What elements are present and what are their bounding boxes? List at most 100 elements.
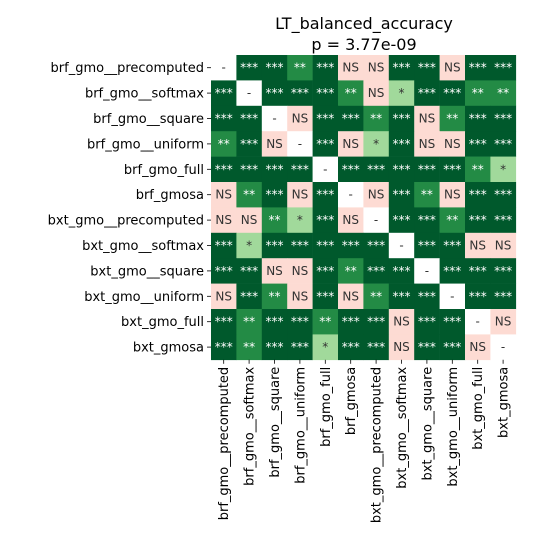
heatmap-cell-label: *** — [240, 137, 258, 151]
heatmap-cell — [236, 182, 263, 208]
heatmap-cell — [338, 309, 364, 335]
heatmap-cell — [388, 105, 415, 132]
heatmap-cell — [439, 334, 466, 361]
heatmap-cell-label: ** — [294, 61, 306, 75]
heatmap-cell — [261, 334, 288, 361]
heatmap-cell — [338, 207, 364, 234]
heatmap-cell-label: NS — [342, 289, 359, 303]
heatmap-cell — [363, 105, 390, 132]
heatmap-cell-label: *** — [443, 162, 461, 176]
heatmap-cell — [439, 258, 466, 284]
heatmap-cell — [414, 156, 440, 183]
heatmap-cell — [236, 232, 263, 259]
heatmap-cell-label: ** — [269, 289, 281, 303]
heatmap-cell-label: ** — [218, 137, 230, 151]
heatmap-cell — [236, 334, 263, 361]
row-label: brf_gmo__square — [93, 112, 204, 127]
heatmap-cell — [388, 80, 415, 107]
heatmap-cell — [312, 309, 339, 335]
heatmap-cell-label: * — [500, 162, 506, 176]
row-label: brf_gmo_full — [124, 163, 204, 178]
heatmap-cell-label: - — [298, 137, 302, 151]
heatmap-cell-label: *** — [215, 315, 233, 329]
heatmap-cell-label: *** — [469, 289, 487, 303]
heatmap-cell — [338, 105, 364, 132]
row-label: brf_gmo__uniform — [87, 137, 204, 152]
heatmap-cell-label: NS — [241, 213, 258, 227]
heatmap-cell — [211, 283, 237, 310]
heatmap-cell-label: - — [450, 289, 454, 303]
heatmap-cell — [439, 283, 466, 310]
heatmap-cells: - *** *** ** *** NS NS *** *** NS *** ****** - *** ***… — [211, 55, 517, 361]
heatmap-cell — [338, 156, 364, 183]
column-label: bxt_gmo__uniform — [446, 367, 461, 487]
row-label: brf_gmosa — [136, 188, 204, 203]
row-labels: brf_gmo__precomputed brf_gmo__softmax brf_… — [48, 61, 211, 356]
heatmap-cell — [490, 207, 517, 234]
heatmap-cell — [439, 182, 466, 208]
heatmap-cell — [211, 309, 237, 335]
heatmap-cell — [211, 334, 237, 361]
heatmap-cell-label: *** — [393, 289, 411, 303]
heatmap-cell-label: * — [297, 213, 303, 227]
heatmap-cell-label: NS — [419, 112, 436, 126]
heatmap-cell-label: *** — [367, 162, 385, 176]
heatmap-cell-label: *** — [494, 213, 512, 227]
heatmap-cell-label: *** — [469, 61, 487, 75]
column-label: brf_gmo__square — [268, 367, 283, 478]
heatmap-cell — [236, 309, 263, 335]
heatmap-cell-label: * — [373, 137, 379, 151]
row-label: bxt_gmo__precomputed — [48, 214, 204, 229]
heatmap-cell — [211, 207, 237, 234]
heatmap-cell — [236, 283, 263, 310]
heatmap-cell — [414, 232, 440, 259]
heatmap-cell-label: ** — [497, 86, 509, 100]
heatmap-cell — [287, 309, 313, 335]
heatmap-cell-label: *** — [342, 340, 360, 354]
heatmap-cell — [439, 105, 466, 132]
heatmap-cell — [211, 105, 237, 132]
heatmap-cell-label: *** — [316, 213, 334, 227]
heatmap-cell — [388, 309, 415, 335]
heatmap-cell — [414, 80, 440, 107]
heatmap-cell-label: *** — [494, 112, 512, 126]
heatmap-cell — [388, 207, 415, 234]
heatmap-cell-label: *** — [367, 340, 385, 354]
heatmap-cell — [414, 105, 440, 132]
heatmap-cell — [439, 55, 466, 81]
heatmap-cell — [388, 131, 415, 157]
heatmap-cell — [261, 156, 288, 183]
heatmap-cell-label: ** — [446, 213, 458, 227]
heatmap-cell — [439, 156, 466, 183]
heatmap-cell — [261, 309, 288, 335]
heatmap-cell — [465, 283, 491, 310]
heatmap-cell-label: *** — [342, 315, 360, 329]
row-label: bxt_gmosa — [133, 341, 204, 356]
heatmap-cell — [465, 232, 491, 259]
row-label: bxt_gmo__square — [90, 264, 204, 279]
heatmap-cell-label: NS — [495, 239, 512, 253]
heatmap-cell — [465, 105, 491, 132]
heatmap-cell-label: ** — [370, 112, 382, 126]
heatmap-cell-label: *** — [393, 162, 411, 176]
heatmap-cell-label: *** — [418, 61, 436, 75]
heatmap-cell-label: *** — [240, 61, 258, 75]
heatmap-cell-label: *** — [342, 112, 360, 126]
heatmap-cell — [312, 156, 339, 183]
heatmap-cell-label: *** — [266, 340, 284, 354]
heatmap-cell-label: - — [222, 61, 226, 75]
heatmap-cell — [490, 334, 517, 361]
heatmap-cell — [287, 55, 313, 81]
column-label: bxt_gmo_full — [471, 367, 486, 450]
heatmap-cell — [465, 156, 491, 183]
heatmap-cell-label: *** — [266, 239, 284, 253]
heatmap-cell-label: - — [501, 340, 505, 354]
heatmap-cell — [261, 182, 288, 208]
heatmap-cell-label: *** — [240, 162, 258, 176]
heatmap-cell-label: ** — [319, 315, 331, 329]
heatmap-cell — [414, 131, 440, 157]
heatmap-cell — [287, 105, 313, 132]
heatmap-cell — [211, 55, 237, 81]
row-label: bxt_gmo__uniform — [84, 290, 204, 305]
